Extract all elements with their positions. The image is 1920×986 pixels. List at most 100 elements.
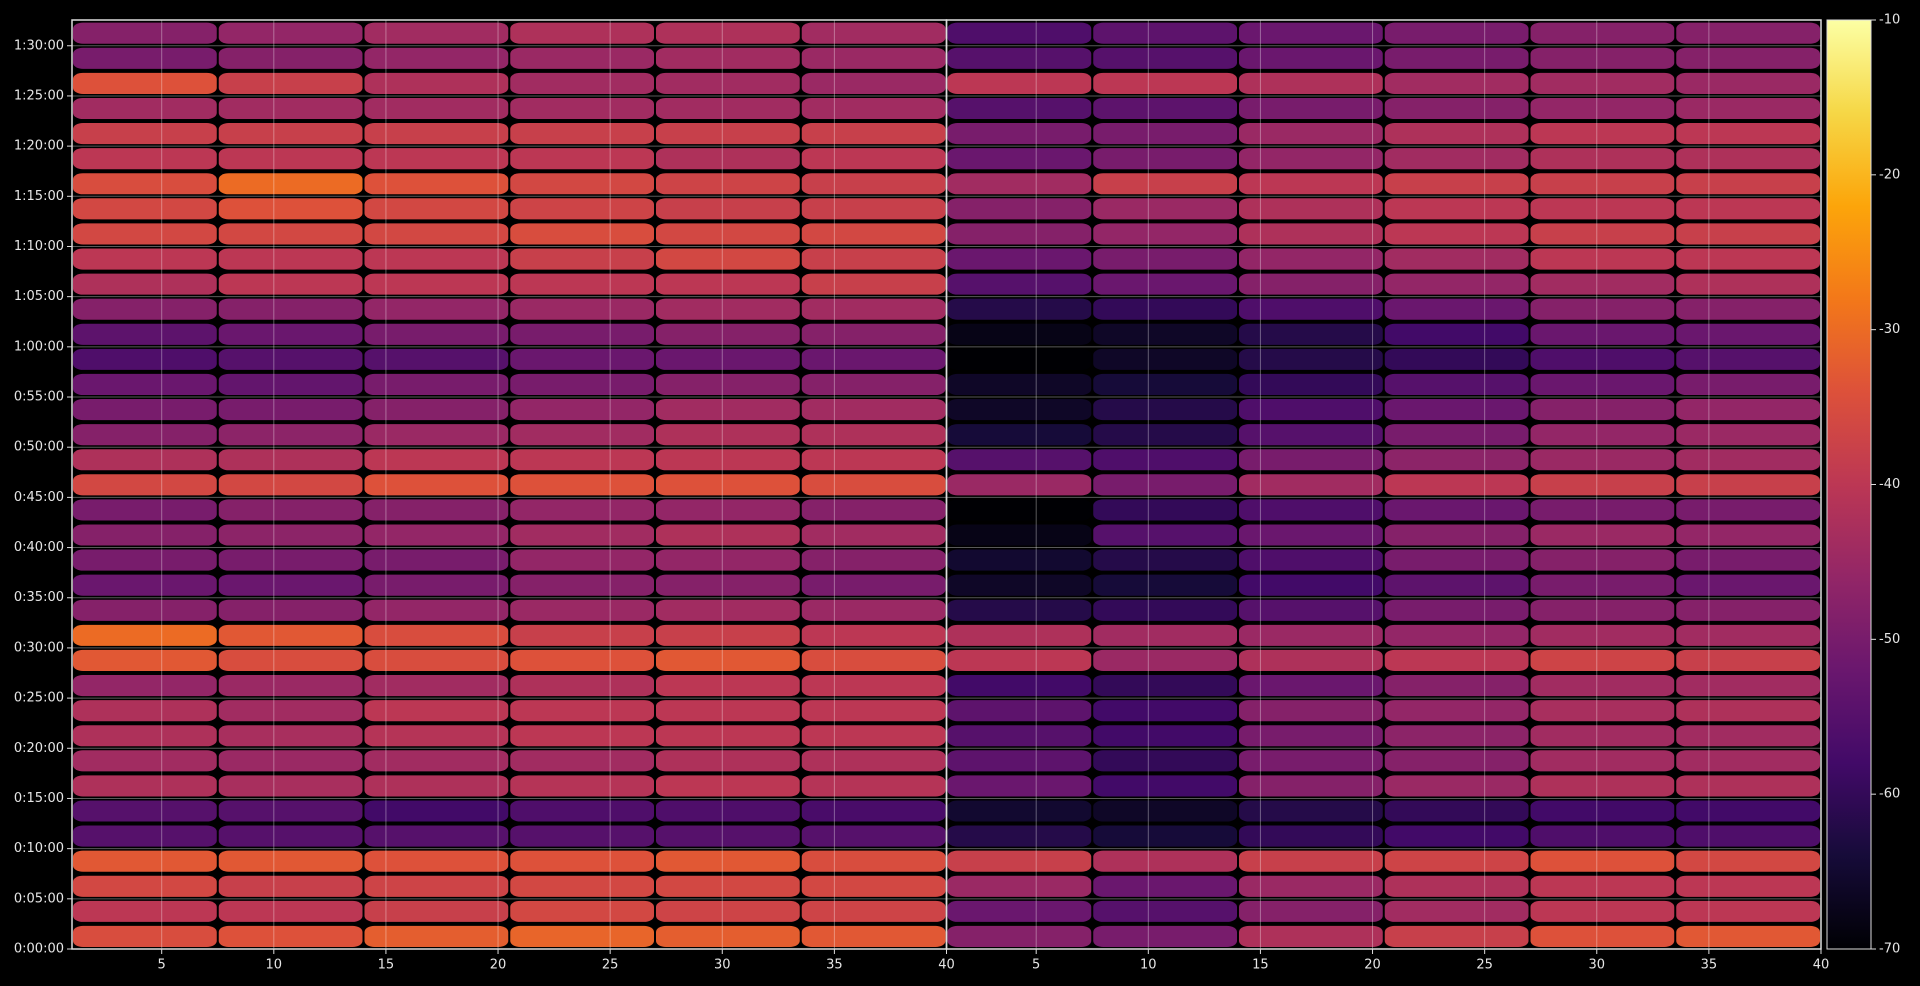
colorbar-tick-label: -50 — [1879, 632, 1900, 647]
colorbar-tick-label: -30 — [1879, 322, 1900, 337]
heat-cell — [656, 549, 800, 571]
heat-cell — [1239, 700, 1383, 722]
heat-cell — [1239, 624, 1383, 646]
heat-cell — [1530, 123, 1675, 145]
heat-cell — [947, 725, 1092, 747]
heat-cell — [1676, 624, 1820, 646]
heat-cell — [364, 624, 509, 646]
heat-cell — [218, 925, 363, 947]
x-tick-label: 30 — [714, 958, 731, 973]
heat-cell — [510, 273, 654, 295]
heat-cell — [510, 22, 654, 44]
heat-cell — [364, 72, 509, 94]
heat-cell — [1093, 273, 1237, 295]
heat-cell — [1239, 273, 1383, 295]
heat-cell — [801, 524, 946, 546]
heat-cell — [1239, 323, 1383, 345]
heat-cell — [510, 775, 654, 797]
heat-cell — [1384, 700, 1529, 722]
heat-cell — [218, 123, 363, 145]
heat-cell — [73, 173, 217, 195]
heat-cell — [1530, 499, 1675, 521]
heat-cell — [1384, 499, 1529, 521]
heat-cell — [364, 900, 509, 922]
heat-cell — [1676, 775, 1820, 797]
heat-cell — [510, 173, 654, 195]
heat-cell — [1093, 449, 1237, 471]
heat-cell — [1384, 875, 1529, 897]
heat-cell — [1676, 675, 1820, 697]
heat-cell — [656, 298, 800, 320]
heat-cell — [1676, 424, 1820, 446]
heat-cell — [364, 148, 509, 170]
heat-cell — [656, 850, 800, 872]
heat-cell — [364, 599, 509, 621]
heat-cell — [1384, 900, 1529, 922]
heat-cell — [1384, 273, 1529, 295]
heat-cell — [73, 123, 217, 145]
heat-cell — [947, 148, 1092, 170]
heat-cell — [1676, 499, 1820, 521]
heat-cell — [656, 97, 800, 120]
heat-cell — [73, 800, 217, 822]
heat-cell — [364, 549, 509, 571]
heat-cell — [1384, 524, 1529, 546]
heat-cell — [656, 424, 800, 446]
heat-cell — [1530, 750, 1675, 772]
heat-cell — [364, 524, 509, 546]
heat-cell — [801, 549, 946, 571]
x-tick-label: 25 — [602, 958, 619, 973]
heat-cell — [656, 900, 800, 922]
heat-cell — [1093, 700, 1237, 722]
heat-cell — [73, 499, 217, 521]
heat-cell — [656, 173, 800, 195]
heat-cell — [364, 775, 509, 797]
heat-cell — [947, 97, 1092, 120]
heat-cell — [510, 148, 654, 170]
heat-cell — [1239, 449, 1383, 471]
heat-cell — [1676, 800, 1820, 822]
heat-cell — [947, 399, 1092, 421]
heat-cell — [510, 825, 654, 847]
heat-cell — [1239, 399, 1383, 421]
heat-cell — [218, 148, 363, 170]
heat-cell — [947, 123, 1092, 145]
heat-cell — [73, 599, 217, 621]
heat-cell — [801, 649, 946, 672]
heat-cell — [510, 700, 654, 722]
heat-cell — [1530, 925, 1675, 947]
heat-cell — [73, 399, 217, 421]
heat-cell — [947, 649, 1092, 672]
heat-cell — [1530, 373, 1675, 396]
heat-cell — [947, 850, 1092, 872]
heat-cell — [510, 72, 654, 94]
heat-cell — [1384, 348, 1529, 370]
heat-cell — [218, 599, 363, 621]
heat-cell — [510, 649, 654, 672]
heat-cell — [1239, 850, 1383, 872]
heat-cell — [947, 700, 1092, 722]
heat-cell — [510, 47, 654, 69]
heat-cell — [510, 399, 654, 421]
heat-cell — [218, 399, 363, 421]
heat-cell — [1676, 925, 1820, 947]
heat-cell — [364, 574, 509, 596]
heat-cell — [510, 373, 654, 396]
heat-cell — [947, 47, 1092, 69]
heat-cell — [947, 875, 1092, 897]
heat-cell — [1239, 775, 1383, 797]
y-tick-label: 0:30:00 — [14, 640, 64, 655]
heat-cell — [801, 624, 946, 646]
heat-cell — [1676, 649, 1820, 672]
heat-cell — [364, 273, 509, 295]
heat-cell — [1530, 800, 1675, 822]
heat-cell — [1239, 725, 1383, 747]
heat-cell — [364, 850, 509, 872]
heat-cell — [1093, 399, 1237, 421]
heat-cell — [801, 700, 946, 722]
heat-cell — [1676, 599, 1820, 621]
heat-cell — [1093, 123, 1237, 145]
heat-cell — [1239, 373, 1383, 396]
heat-cell — [364, 223, 509, 245]
heat-cell — [1676, 700, 1820, 722]
